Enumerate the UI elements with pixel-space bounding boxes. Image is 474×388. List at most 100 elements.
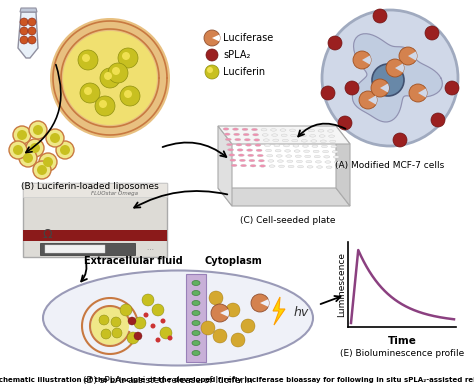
Ellipse shape <box>234 133 240 136</box>
Circle shape <box>144 312 148 317</box>
Ellipse shape <box>246 144 251 146</box>
Wedge shape <box>408 52 417 61</box>
Circle shape <box>142 294 154 306</box>
Ellipse shape <box>284 150 291 152</box>
Circle shape <box>338 116 352 130</box>
Ellipse shape <box>317 166 322 168</box>
Ellipse shape <box>300 134 306 137</box>
Circle shape <box>205 65 219 79</box>
Circle shape <box>28 36 36 44</box>
Circle shape <box>127 332 139 344</box>
Ellipse shape <box>227 143 232 146</box>
Circle shape <box>353 51 371 69</box>
Ellipse shape <box>257 154 263 157</box>
Polygon shape <box>45 245 105 253</box>
Ellipse shape <box>292 139 298 142</box>
Circle shape <box>28 27 36 35</box>
Circle shape <box>373 9 387 23</box>
Circle shape <box>99 100 107 108</box>
Circle shape <box>399 47 417 65</box>
Circle shape <box>321 86 335 100</box>
Ellipse shape <box>287 160 293 163</box>
Circle shape <box>26 139 44 157</box>
Circle shape <box>241 319 255 333</box>
Circle shape <box>20 27 28 35</box>
Ellipse shape <box>309 129 315 132</box>
Text: Extracellular fluid: Extracellular fluid <box>83 256 182 266</box>
Ellipse shape <box>306 160 312 163</box>
Circle shape <box>50 18 170 138</box>
Ellipse shape <box>312 145 318 147</box>
Text: ⋯: ⋯ <box>146 247 154 253</box>
Circle shape <box>112 328 122 338</box>
Circle shape <box>134 332 142 340</box>
Circle shape <box>207 67 213 73</box>
Ellipse shape <box>192 350 200 355</box>
Circle shape <box>19 149 37 167</box>
Ellipse shape <box>332 151 338 153</box>
Circle shape <box>431 113 445 127</box>
Ellipse shape <box>331 146 337 148</box>
Circle shape <box>201 321 215 335</box>
Circle shape <box>371 79 389 97</box>
Ellipse shape <box>279 165 284 168</box>
Circle shape <box>204 30 220 46</box>
Wedge shape <box>380 83 389 92</box>
Polygon shape <box>23 230 167 241</box>
Polygon shape <box>353 34 442 122</box>
Ellipse shape <box>294 150 300 152</box>
Circle shape <box>120 86 140 106</box>
Ellipse shape <box>235 139 241 141</box>
Circle shape <box>111 317 121 327</box>
Circle shape <box>167 336 173 341</box>
Ellipse shape <box>240 165 246 167</box>
Circle shape <box>13 126 31 144</box>
Ellipse shape <box>43 270 313 365</box>
Text: Luciferase: Luciferase <box>223 33 273 43</box>
Ellipse shape <box>246 149 253 151</box>
Ellipse shape <box>228 149 234 151</box>
Ellipse shape <box>286 155 292 157</box>
Ellipse shape <box>230 159 236 161</box>
Text: Ω: Ω <box>43 229 53 241</box>
Ellipse shape <box>318 130 324 132</box>
Circle shape <box>122 52 130 60</box>
Circle shape <box>82 54 90 62</box>
Ellipse shape <box>250 165 256 167</box>
Ellipse shape <box>253 133 259 136</box>
Ellipse shape <box>269 165 275 167</box>
Text: FLUOstar Omega: FLUOstar Omega <box>91 191 138 196</box>
Text: Luciferin: Luciferin <box>223 67 265 77</box>
Ellipse shape <box>268 160 274 162</box>
Circle shape <box>151 324 155 329</box>
Text: (D) sPLA₂-assisted release of luciferin: (D) sPLA₂-assisted release of luciferin <box>83 376 253 385</box>
Ellipse shape <box>274 144 280 147</box>
Ellipse shape <box>298 165 303 168</box>
Wedge shape <box>260 299 269 307</box>
Ellipse shape <box>283 139 288 142</box>
Text: Time: Time <box>388 336 417 346</box>
Polygon shape <box>218 126 232 206</box>
Ellipse shape <box>307 166 313 168</box>
Ellipse shape <box>280 129 286 131</box>
Ellipse shape <box>237 149 243 151</box>
Ellipse shape <box>315 161 321 163</box>
Ellipse shape <box>336 166 342 169</box>
Circle shape <box>226 303 240 317</box>
Circle shape <box>91 307 129 345</box>
Ellipse shape <box>264 144 271 147</box>
Ellipse shape <box>225 138 231 141</box>
Ellipse shape <box>229 154 235 156</box>
Circle shape <box>211 304 229 322</box>
Ellipse shape <box>296 160 302 163</box>
Ellipse shape <box>263 139 269 141</box>
Ellipse shape <box>311 140 317 142</box>
Ellipse shape <box>192 341 200 345</box>
Circle shape <box>60 145 70 155</box>
Ellipse shape <box>321 145 328 148</box>
Wedge shape <box>418 88 427 97</box>
Polygon shape <box>40 243 135 255</box>
Wedge shape <box>212 35 220 42</box>
Text: Fig 2. Schematic illustration of the principle of the developed firefly lucifera: Fig 2. Schematic illustration of the pri… <box>0 377 474 383</box>
Circle shape <box>78 50 98 70</box>
